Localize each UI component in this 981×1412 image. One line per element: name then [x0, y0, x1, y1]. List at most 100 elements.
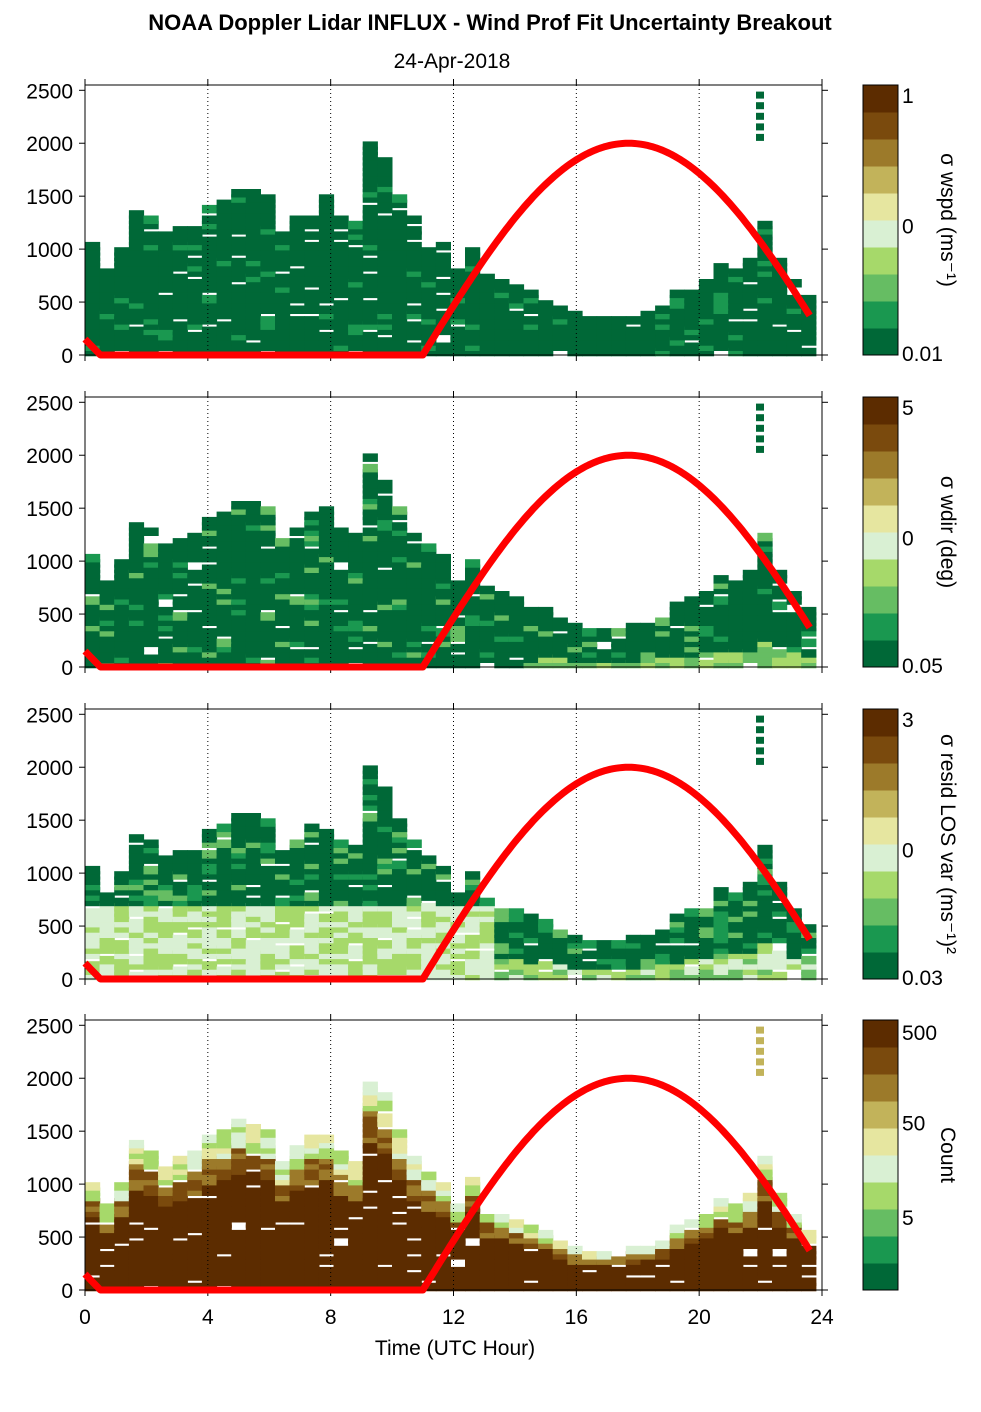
heatmap-cell — [435, 601, 451, 611]
heatmap-cell — [421, 591, 437, 600]
heatmap-cell — [742, 284, 758, 293]
heatmap-cell — [786, 1261, 802, 1271]
heatmap-cell — [508, 1224, 525, 1234]
heatmap-cell — [304, 1235, 320, 1244]
heatmap-cell — [421, 1256, 437, 1265]
heatmap-cell — [260, 1251, 276, 1260]
heatmap-cell — [201, 643, 218, 653]
heatmap-cell — [143, 1150, 159, 1159]
heatmap-cell — [318, 1192, 335, 1202]
heatmap-cell — [231, 871, 247, 880]
heatmap-cell — [187, 887, 203, 896]
y-tick-label: 2500 — [26, 704, 73, 727]
heatmap-cell — [201, 1256, 218, 1265]
heatmap-cell — [333, 1198, 349, 1207]
colorbar-segment — [863, 424, 898, 452]
heatmap-cell — [421, 601, 437, 611]
heatmap-cell — [289, 342, 305, 351]
heatmap-cell — [260, 247, 276, 256]
heatmap-cell — [801, 337, 817, 346]
heatmap-cell — [450, 1240, 466, 1249]
heatmap-cell — [348, 305, 364, 314]
heatmap-cell — [435, 279, 451, 288]
colorbar-segment — [863, 220, 898, 248]
heatmap-cell — [304, 828, 320, 838]
heatmap-cell — [172, 1229, 188, 1239]
heatmap-cell — [625, 347, 641, 357]
heatmap-cell — [128, 606, 145, 616]
heatmap-cell — [567, 638, 583, 648]
heatmap-cell — [289, 1229, 305, 1239]
heatmap-cell — [201, 553, 218, 563]
heatmap-cell — [216, 918, 232, 928]
heatmap-cell — [216, 638, 232, 648]
heatmap-cell — [99, 305, 115, 314]
heatmap-cell — [172, 300, 188, 309]
heatmap-cell — [318, 516, 335, 526]
heatmap-cell — [698, 316, 715, 325]
heatmap-cell — [128, 575, 145, 584]
heatmap-cell — [348, 966, 364, 975]
heatmap-cell — [713, 1203, 729, 1212]
heatmap-cell — [450, 966, 466, 975]
heatmap-cell — [772, 310, 788, 320]
heatmap-cell — [260, 950, 276, 960]
heatmap-cell — [216, 865, 232, 875]
heatmap-cell — [304, 860, 320, 870]
heatmap-cell — [348, 961, 364, 970]
heatmap-cell — [260, 527, 276, 536]
colorbar-tick-label: 0.05 — [902, 655, 943, 678]
heatmap-cell — [85, 887, 101, 896]
heatmap-cell — [596, 316, 612, 325]
heatmap-cell — [392, 828, 408, 838]
heatmap-cell — [99, 913, 115, 923]
heatmap-cell — [465, 316, 481, 325]
heatmap-cell — [728, 897, 744, 907]
heatmap-cell — [158, 316, 174, 325]
heatmap-cell — [187, 1219, 203, 1228]
heatmap-cell — [231, 194, 247, 203]
heatmap-cell — [275, 548, 291, 558]
heatmap-cell — [231, 236, 247, 246]
heatmap-cell — [362, 1208, 378, 1218]
heatmap-cell — [275, 300, 291, 309]
heatmap-cell — [494, 321, 510, 330]
heatmap-cell — [669, 1261, 685, 1271]
heatmap-cell — [245, 612, 261, 621]
heatmap-cell — [567, 342, 583, 351]
heatmap-cell — [114, 279, 130, 288]
heatmap-cell — [362, 241, 378, 251]
heatmap-cell — [786, 1235, 802, 1244]
heatmap-cell — [348, 1187, 364, 1196]
heatmap-cell — [538, 606, 554, 616]
heatmap-cell — [172, 940, 188, 949]
heatmap-cell — [406, 289, 422, 299]
heatmap-cell — [114, 961, 130, 970]
heatmap-cell — [114, 955, 130, 965]
x-tick-label: 0 — [79, 1306, 91, 1329]
heatmap-cell — [289, 279, 305, 288]
heatmap-cell — [406, 559, 422, 568]
heatmap-cell — [377, 241, 393, 251]
heatmap-cell — [596, 966, 612, 975]
heatmap-cell — [494, 659, 510, 669]
heatmap-cell — [377, 1214, 393, 1223]
heatmap-cell — [172, 1219, 188, 1228]
heatmap-cell — [260, 865, 276, 875]
heatmap-cell — [348, 844, 364, 854]
heatmap-cell — [85, 633, 101, 642]
heatmap-cell — [275, 929, 291, 938]
heatmap-cell — [304, 865, 320, 875]
heatmap-cell — [552, 305, 568, 314]
heatmap-cell — [801, 1251, 817, 1260]
heatmap-cell — [640, 342, 656, 351]
heatmap-cell — [567, 316, 583, 325]
heatmap-cell — [187, 897, 203, 907]
heatmap-cell — [362, 1124, 378, 1133]
heatmap-cell — [231, 559, 247, 568]
heatmap-cell — [187, 247, 203, 256]
heatmap-cell — [757, 337, 773, 346]
heatmap-cell — [362, 887, 378, 896]
heatmap-cell — [421, 580, 437, 589]
heatmap-cell — [333, 527, 349, 536]
